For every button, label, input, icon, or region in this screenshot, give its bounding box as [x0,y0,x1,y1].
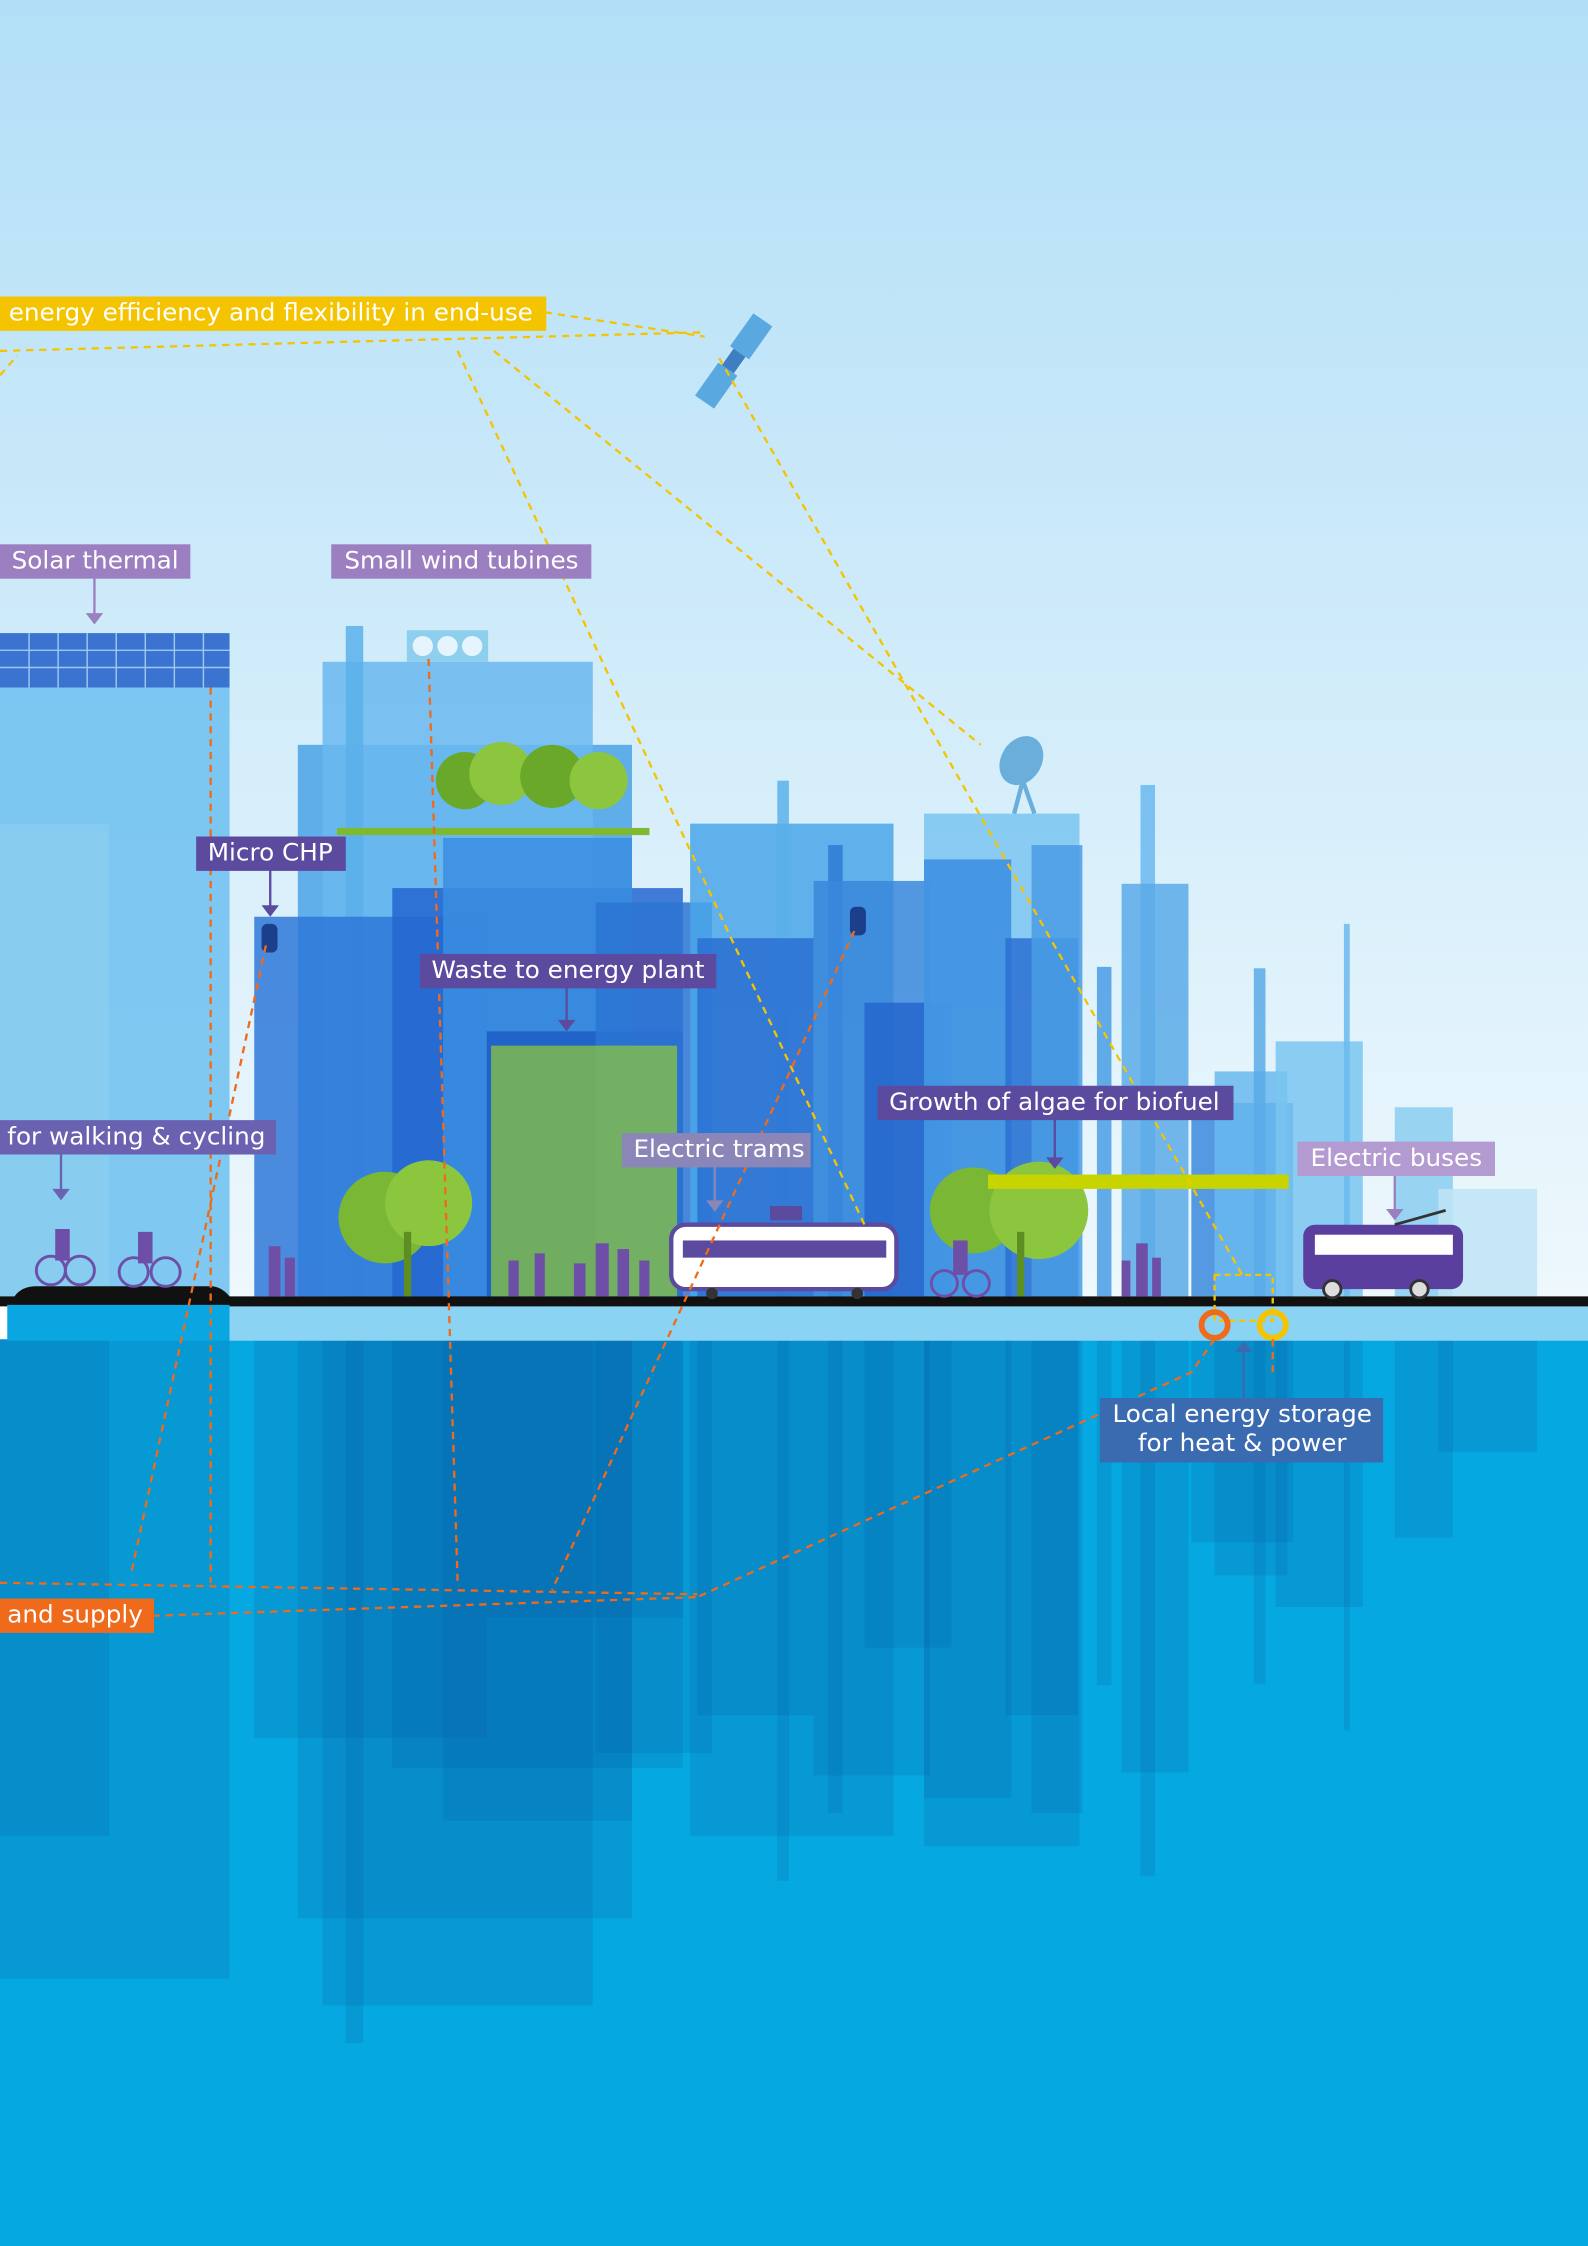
label-text: Waste to energy plant [432,955,705,984]
label: Micro CHP [196,836,346,871]
algae-tube [987,1174,1289,1189]
label: energy efficiency and flexibility in end… [0,296,547,331]
canal [7,1303,230,1341]
building-reflection [1096,1339,1112,1686]
building-reflection [1140,1339,1156,1877]
building-reflection [443,1339,633,1821]
building-reflection [1275,1339,1363,1608]
label: Electric trams [621,1133,811,1168]
satellite [695,313,773,409]
building [0,823,109,1297]
label-text: Solar thermal [12,546,179,575]
building-reflection [1005,1339,1079,1716]
chp-unit [261,923,278,953]
building-reflection [1394,1339,1453,1538]
reflections [0,1339,1538,2044]
embankment [229,1303,1588,1341]
label: for walking & cycling [0,1120,277,1155]
building-reflection [297,1339,633,1919]
building-reflection [697,1339,814,1716]
building [1253,968,1266,1297]
building-reflection [345,1339,364,2044]
reeds [491,1045,678,1297]
label: Small wind tubines [331,544,592,579]
label-text: energy efficiency and flexibility in end… [9,298,533,327]
building-reflection [0,1339,109,1836]
chp-unit [849,906,866,936]
label-text: Micro CHP [208,838,333,867]
label: Electric buses [1297,1141,1496,1176]
label-text: for walking & cycling [7,1121,265,1150]
label-text: Local energy storage [1112,1399,1372,1428]
building-reflection [1031,1339,1083,1814]
roof-garden [337,741,650,836]
label: Growth of algae for biofuel [877,1085,1234,1121]
building-reflection [1253,1339,1266,1684]
solar-panel [0,633,230,688]
label: and supply [0,1598,155,1633]
label-text: Electric buses [1310,1143,1482,1172]
label-text: for heat & power [1138,1428,1348,1457]
water [0,1339,1588,2246]
people [34,1228,1161,1298]
building-reflection [1438,1339,1538,1453]
building-reflection [1343,1339,1350,1731]
building-reflection [0,1339,230,1979]
yellow-connectors [0,311,1244,1276]
orange-connectors [0,658,1274,1617]
building [1096,966,1112,1297]
label: Local energy storage for heat & power [1099,1398,1384,1463]
building-reflection [486,1339,683,1618]
label: Solar thermal [0,544,191,579]
building-reflection [864,1339,952,1648]
building-reflection [777,1339,789,1881]
bus [1303,1208,1464,1300]
building-reflection [813,1339,930,1776]
label-arrows [52,577,1404,1399]
energy-storage [1198,1273,1289,1341]
building-reflection [254,1339,487,1738]
building-reflection [828,1339,843,1814]
building-reflection [690,1339,894,1836]
satellite-dish [999,736,1044,815]
tram [669,1206,899,1300]
building-reflection [595,1339,712,1753]
label-text: Growth of algae for biofuel [889,1087,1220,1116]
label-text: and supply [7,1600,143,1629]
label-text: Small wind tubines [344,546,578,575]
building-reflection [924,1339,1012,1799]
building-reflection [392,1339,683,1768]
building-reflection [924,1339,1080,1847]
label-text: Electric trams [633,1134,804,1163]
label: Waste to energy plant [419,953,717,989]
building [1343,923,1350,1297]
wind-turbines [406,630,489,662]
building-reflection [322,1339,593,2006]
